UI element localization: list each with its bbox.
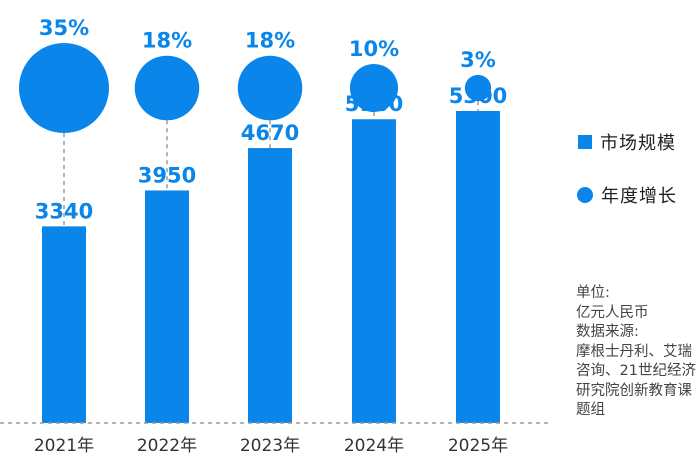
growth-value-label: 18%: [245, 29, 295, 53]
bar-value-label: 5300: [449, 84, 507, 108]
growth-bubble-4: [349, 63, 399, 113]
growth-value-label: 18%: [142, 29, 192, 53]
bar-value-label: 3340: [35, 199, 93, 223]
bars: [42, 110, 500, 424]
x-axis-tick-labels: 2021年 2022年 2023年 2024年 2025年: [34, 436, 508, 456]
bar-5: [456, 110, 500, 423]
chart: 3340 3950 4670 5160 5300 35% 18% 18% 10% 3% 2021…: [0, 16, 552, 456]
growth-value-label: 35%: [39, 16, 89, 40]
growth-bubble-2: [134, 55, 200, 121]
source-text: 摩根士丹利、艾瑞咨询、21世纪经济研究院创新教育课题组: [576, 343, 696, 419]
bar-value-label: 5160: [345, 92, 403, 116]
bar-value-label: 4670: [241, 121, 299, 145]
x-tick-label: 2025年: [448, 436, 508, 456]
legend-label-growth: 年度增长: [601, 186, 677, 207]
x-tick-label: 2022年: [137, 436, 197, 456]
growth-value-label: 3%: [460, 48, 496, 72]
growth-bubble-3: [237, 55, 303, 121]
bar-1: [42, 226, 86, 423]
x-tick-label: 2024年: [344, 436, 404, 456]
legend-item-market: 市场规模: [578, 128, 677, 156]
bar-value-label: 3950: [138, 163, 196, 187]
x-tick-label: 2023年: [240, 436, 300, 456]
unit-text: 亿元人民币: [576, 304, 649, 321]
bar-3: [248, 148, 292, 424]
source-title: 数据来源:: [576, 324, 639, 340]
growth-value-label: 10%: [349, 37, 399, 61]
x-tick-label: 2021年: [34, 436, 94, 456]
growth-bubble-5: [464, 74, 492, 102]
unit-title: 单位:: [576, 285, 610, 301]
legend-square-icon: [578, 135, 592, 149]
legend-circle-icon: [577, 187, 593, 203]
growth-labels: 35% 18% 18% 10% 3%: [39, 16, 496, 72]
growth-bubbles: [19, 43, 492, 133]
source-note: 单位: 亿元人民币 数据来源: 摩根士丹利、艾瑞咨询、21世纪经济研究院创新教育…: [576, 284, 700, 421]
legend: 市场规模 年度增长: [577, 128, 677, 234]
legend-item-growth: 年度增长: [577, 181, 677, 209]
growth-bubble-1: [19, 43, 109, 133]
bar-value-labels: 3340 3950 4670 5160 5300: [35, 84, 507, 223]
bar-4: [352, 119, 396, 424]
bar-2: [145, 190, 189, 423]
legend-label-market: 市场规模: [600, 133, 676, 154]
